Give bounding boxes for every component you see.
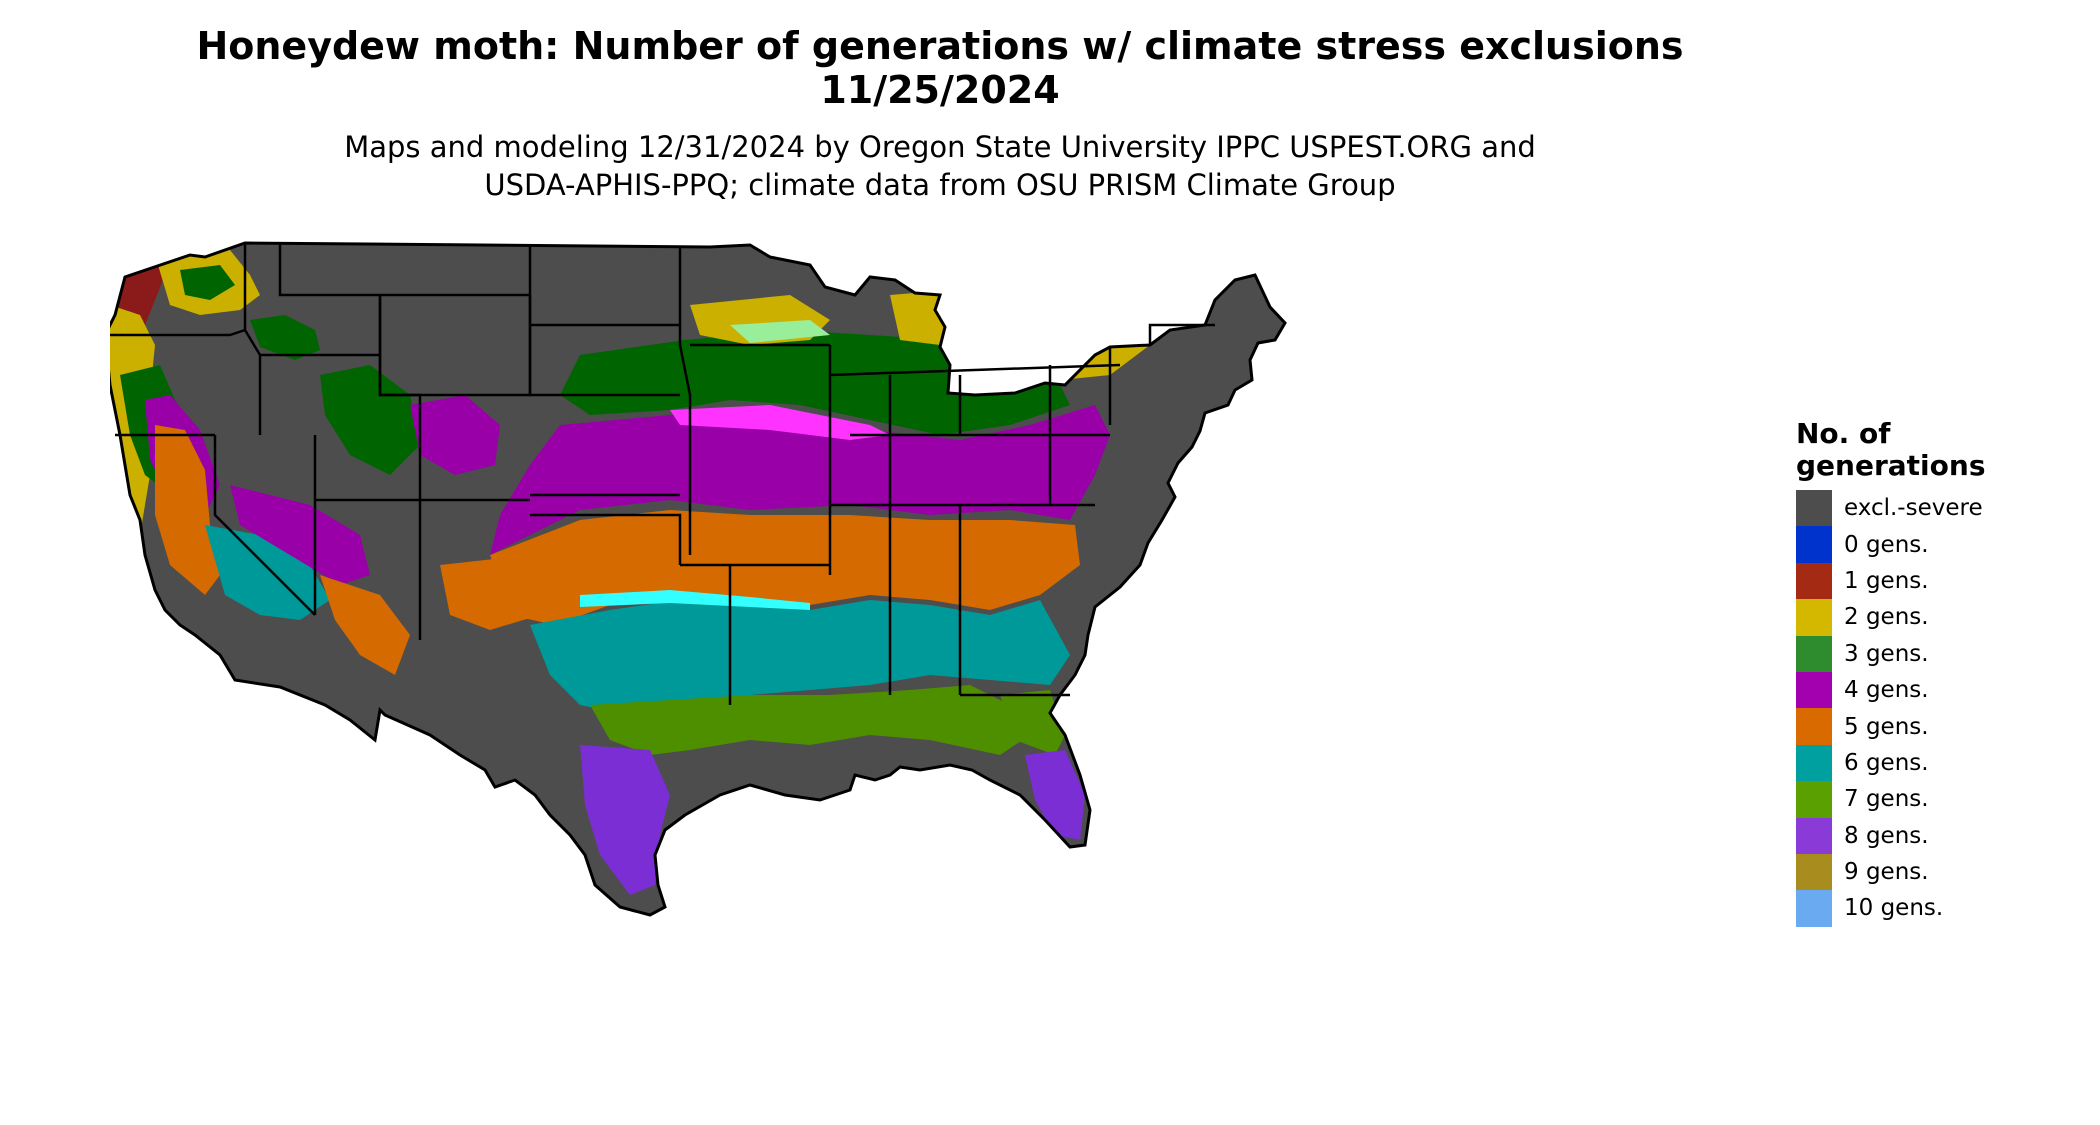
legend-row: 3 gens. [1796,635,2086,672]
map-subtitle: Maps and modeling 12/31/2024 by Oregon S… [0,128,1880,204]
zone-gen8-south-texas [580,745,670,895]
zone-gen3-snake-river [250,315,320,360]
legend-label: excl.-severe [1844,495,1983,522]
state-line-id-west [243,243,262,435]
legend-swatch [1796,490,1832,527]
legend-row: 6 gens. [1796,744,2086,782]
legend: No. of generations excl.-severe 0 gens. 1 … [1796,418,2086,927]
legend-row: 8 gens. [1796,817,2086,854]
zone-gen3-great-basin [320,365,420,475]
us-outline [110,241,1287,917]
map-title-line1: Honeydew moth: Number of generations w/ … [196,24,1684,68]
state-line-ny-ne [1148,323,1215,345]
legend-row: 9 gens. [1796,853,2086,891]
map-title-date: 11/25/2024 [820,68,1060,112]
legend-row: 5 gens. [1796,708,2086,745]
legend-row: 4 gens. [1796,671,2086,709]
legend-row: 1 gens. [1796,562,2086,600]
legend-swatch [1796,708,1832,745]
legend-label: 4 gens. [1844,677,1929,704]
legend-title-line2: generations [1796,449,1986,482]
zone-gen5-arizona [320,575,410,675]
state-line-ca-nv [213,435,316,616]
legend-swatch [1796,635,1832,672]
legend-items: excl.-severe 0 gens. 1 gens. 2 gens. 3 gens.… [1796,490,2086,927]
generation-zones [110,243,1285,915]
legend-row: 10 gens. [1796,890,2086,927]
state-boundaries [110,243,1215,705]
legend-row: 0 gens. [1796,526,2086,563]
zone-gen6-southwest-desert [205,525,330,620]
legend-label: 2 gens. [1844,604,1929,631]
legend-swatch [1796,781,1832,818]
legend-row: 7 gens. [1796,781,2086,818]
zone-gen3-columbia-basin [180,265,235,300]
zone-gen7-gulf-coast [590,685,1030,755]
legend-swatch [1796,671,1832,709]
zone-gen8-south-florida [1025,750,1085,840]
zone-accent-light-green [730,320,830,343]
legend-swatch [1796,744,1832,782]
zone-accent-cyan-band [580,590,810,610]
legend-swatch [1796,562,1832,600]
zone-gen7-florida [1000,690,1065,755]
legend-label: 7 gens. [1844,786,1929,813]
legend-swatch [1796,526,1832,563]
zone-gen4-southwest [230,485,370,585]
legend-swatch [1796,853,1832,891]
zone-gen4-colorado-plateau [410,395,500,475]
zone-gen6-gulf-states [530,600,1070,715]
state-line-tx-ok [530,513,682,565]
legend-label: 3 gens. [1844,640,1929,667]
zone-gen3-midwest [560,330,1070,435]
legend-swatch [1796,599,1832,636]
legend-row: excl.-severe [1796,490,2086,527]
us-generations-map [110,241,1287,917]
zone-gen2-michigan [890,290,960,345]
state-line-mn-ia-mo [678,247,692,555]
legend-label: 5 gens. [1844,713,1929,740]
zone-gen4-central-band [490,405,1110,555]
state-line-oh-valley [829,363,1121,377]
map-subtitle-line1: Maps and modeling 12/31/2024 by Oregon S… [344,130,1536,164]
legend-label: 9 gens. [1844,859,1929,886]
map-title: Honeydew moth: Number of generations w/ … [0,24,1880,112]
state-line-mt-wy [278,243,530,297]
zone-accent-magenta-band [670,405,890,440]
legend-title-line1: No. of [1796,417,1891,450]
state-line-or-wa [110,328,246,337]
legend-label: 8 gens. [1844,822,1929,849]
zone-gen5-california [155,425,220,595]
legend-swatch [1796,890,1832,927]
legend-title: No. of generations [1796,418,2086,482]
legend-row: 2 gens. [1796,599,2086,636]
legend-label: 1 gens. [1844,567,1929,594]
legend-label: 0 gens. [1844,531,1929,558]
legend-swatch [1796,817,1832,854]
legend-label: 10 gens. [1844,895,1944,922]
map-subtitle-line2: USDA-APHIS-PPQ; climate data from OSU PR… [484,168,1396,202]
legend-label: 6 gens. [1844,749,1929,776]
